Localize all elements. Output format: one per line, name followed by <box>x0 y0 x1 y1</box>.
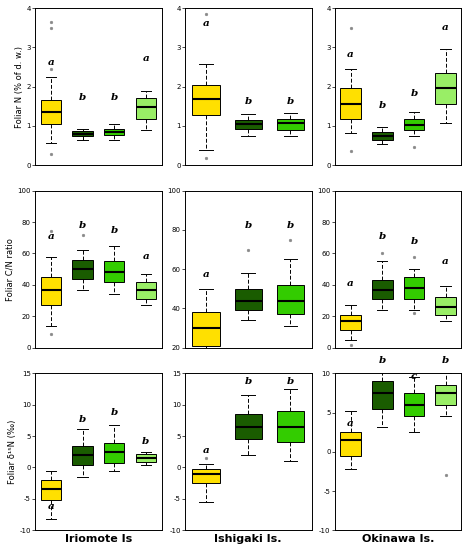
PathPatch shape <box>340 432 361 456</box>
PathPatch shape <box>372 280 393 299</box>
PathPatch shape <box>277 119 304 130</box>
Text: b: b <box>410 89 417 98</box>
Text: a: a <box>48 503 54 512</box>
Text: a: a <box>442 257 449 266</box>
PathPatch shape <box>372 132 393 140</box>
Text: a: a <box>203 19 209 28</box>
PathPatch shape <box>192 312 219 346</box>
PathPatch shape <box>104 129 125 135</box>
Text: b: b <box>245 377 252 386</box>
Text: b: b <box>245 97 252 106</box>
PathPatch shape <box>277 285 304 314</box>
Y-axis label: Foliar C/N ratio: Foliar C/N ratio <box>6 238 14 301</box>
Text: a: a <box>442 23 449 31</box>
Text: a: a <box>48 58 54 67</box>
PathPatch shape <box>72 260 93 279</box>
X-axis label: Iriomote Is: Iriomote Is <box>65 535 132 544</box>
PathPatch shape <box>41 277 61 305</box>
Text: b: b <box>79 415 86 424</box>
PathPatch shape <box>435 298 456 315</box>
Text: b: b <box>111 408 118 417</box>
Text: b: b <box>287 377 294 386</box>
Text: a: a <box>203 270 209 279</box>
PathPatch shape <box>192 469 219 483</box>
Text: b: b <box>379 232 386 241</box>
PathPatch shape <box>135 454 156 462</box>
PathPatch shape <box>135 282 156 299</box>
Text: a: a <box>48 232 54 241</box>
PathPatch shape <box>435 73 456 104</box>
Text: b: b <box>379 356 386 365</box>
PathPatch shape <box>135 97 156 119</box>
Text: a: a <box>142 252 149 261</box>
Text: a: a <box>347 50 354 59</box>
PathPatch shape <box>372 381 393 409</box>
Text: b: b <box>142 437 149 446</box>
Text: b: b <box>111 226 118 235</box>
PathPatch shape <box>72 131 93 136</box>
Text: a: a <box>347 419 354 428</box>
PathPatch shape <box>104 443 125 463</box>
PathPatch shape <box>104 261 125 282</box>
PathPatch shape <box>340 315 361 331</box>
Text: c: c <box>411 372 417 381</box>
Text: a: a <box>142 54 149 63</box>
X-axis label: Okinawa Is.: Okinawa Is. <box>362 535 434 544</box>
PathPatch shape <box>340 89 361 119</box>
PathPatch shape <box>234 120 262 129</box>
PathPatch shape <box>403 393 424 416</box>
Text: b: b <box>287 221 294 230</box>
PathPatch shape <box>234 289 262 310</box>
PathPatch shape <box>41 100 61 124</box>
X-axis label: Ishigaki Is.: Ishigaki Is. <box>214 535 282 544</box>
Text: b: b <box>410 236 417 246</box>
Text: b: b <box>111 94 118 102</box>
Y-axis label: Foliar δ¹⁵N (‰): Foliar δ¹⁵N (‰) <box>7 420 16 484</box>
Text: b: b <box>245 221 252 230</box>
PathPatch shape <box>277 411 304 442</box>
Text: b: b <box>79 94 86 102</box>
PathPatch shape <box>435 385 456 405</box>
Text: a: a <box>347 279 354 288</box>
Text: b: b <box>379 101 386 110</box>
PathPatch shape <box>72 446 93 465</box>
Text: a: a <box>203 446 209 455</box>
Text: b: b <box>442 356 449 365</box>
Text: b: b <box>79 221 86 230</box>
PathPatch shape <box>41 480 61 500</box>
PathPatch shape <box>403 119 424 130</box>
PathPatch shape <box>403 277 424 299</box>
Y-axis label: Foliar N (% of d. w.): Foliar N (% of d. w.) <box>14 46 23 128</box>
PathPatch shape <box>192 85 219 115</box>
PathPatch shape <box>234 414 262 439</box>
Text: b: b <box>287 97 294 106</box>
